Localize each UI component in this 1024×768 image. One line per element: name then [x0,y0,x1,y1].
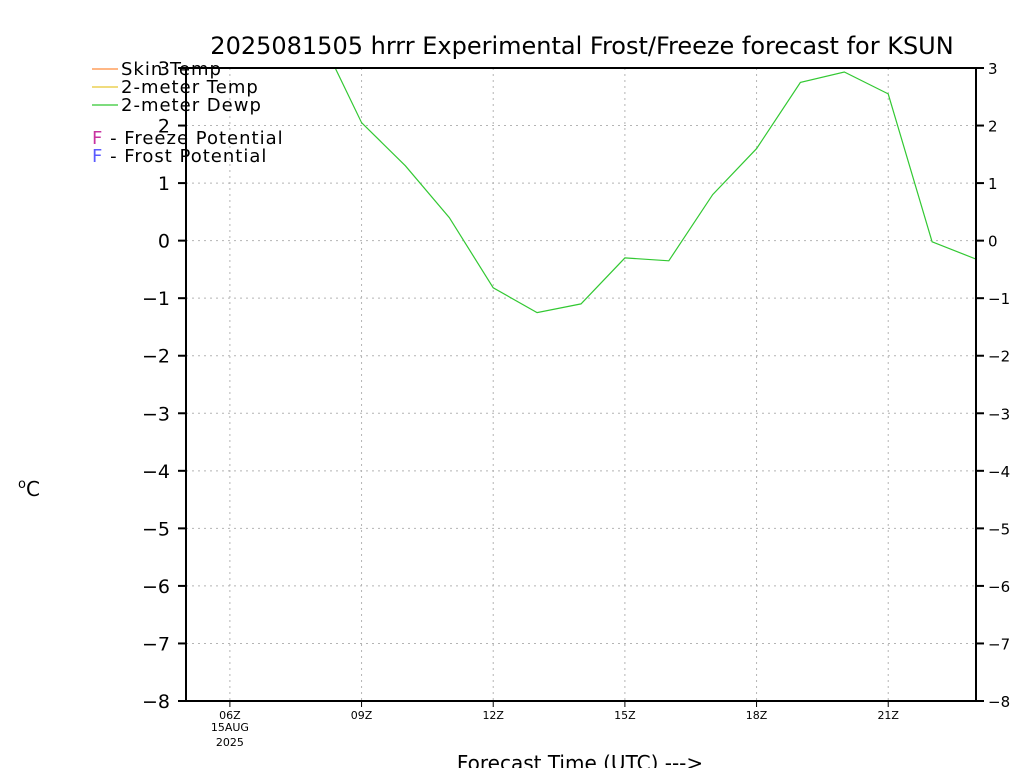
x-tick-label: 21Z [877,709,899,722]
y-tick-label-left: −1 [142,288,170,310]
potential-text: - Frost Potential [103,146,267,167]
x-tick-date: 15AUG [211,721,249,734]
x-tick-label: 09Z [351,709,373,722]
y-tick-label-left: −6 [142,576,170,598]
y-tick-label-left: −2 [142,346,170,368]
y-tick-label-right: −5 [988,520,1010,538]
legend-label: 2-meter Temp [121,77,259,98]
chart-title: 2025081505 hrrr Experimental Frost/Freez… [210,32,953,60]
y-tick-label-right: −6 [988,578,1010,596]
y-tick-label-right: −7 [988,635,1010,653]
y-tick-label-right: 3 [988,60,998,78]
y-tick-label-left: −7 [142,633,170,655]
series-layer [334,68,976,314]
y-tick-label-left: 1 [158,173,170,195]
y-tick-label-left: 3 [158,58,170,80]
y-tick-label-left: 2 [158,116,170,138]
y-tick-label-right: 1 [988,175,998,193]
y-axis-unit-superscript: o [18,477,26,492]
x-tick-label: 06Z [219,709,241,722]
y-tick-label-right: −4 [988,463,1010,481]
x-tick-label: 12Z [482,709,504,722]
y-tick-label-right: −3 [988,405,1010,423]
y-tick-label-right: −1 [988,290,1010,308]
plot-frame [185,67,977,702]
y-tick-label-right: −2 [988,348,1010,366]
series-line-2-meter-dewp [334,68,976,314]
x-axis-label: Forecast Time (UTC) ---> [457,751,703,768]
grid-lines [186,68,976,701]
x-tick-label: 15Z [614,709,636,722]
y-tick-label-left: −3 [142,403,170,425]
potential-text: - Freeze Potential [103,128,283,149]
y-tick-label-left: 0 [158,231,170,253]
y-tick-label-left: −4 [142,461,170,483]
y-tick-label-left: −5 [142,518,170,540]
legend-label: Skin Temp [121,59,222,80]
potential-letter: F [92,128,103,149]
y-axis-right: 3 2 1 0 −1 −2 −3 −4 −5 −6 −7 −8 [976,60,1010,711]
y-tick-label-right: 0 [988,233,998,251]
y-tick-label-right: −8 [988,693,1010,711]
y-axis-left: 3 2 1 0 −1 −2 −3 −4 −5 −6 −7 −8 [142,58,186,713]
legend-label: 2-meter Dewp [121,95,262,116]
x-tick-label: 18Z [746,709,768,722]
potential-legend-item: F - Freeze Potential [92,128,284,149]
y-tick-label-left: −8 [142,691,170,713]
y-tick-label-right: 2 [988,118,998,136]
potential-letter: F [92,146,103,167]
potential-legend-item: F - Frost Potential [92,146,267,167]
y-axis-unit-label: oC [18,477,40,501]
x-tick-year: 2025 [216,736,244,749]
y-axis-unit: C [26,477,40,501]
